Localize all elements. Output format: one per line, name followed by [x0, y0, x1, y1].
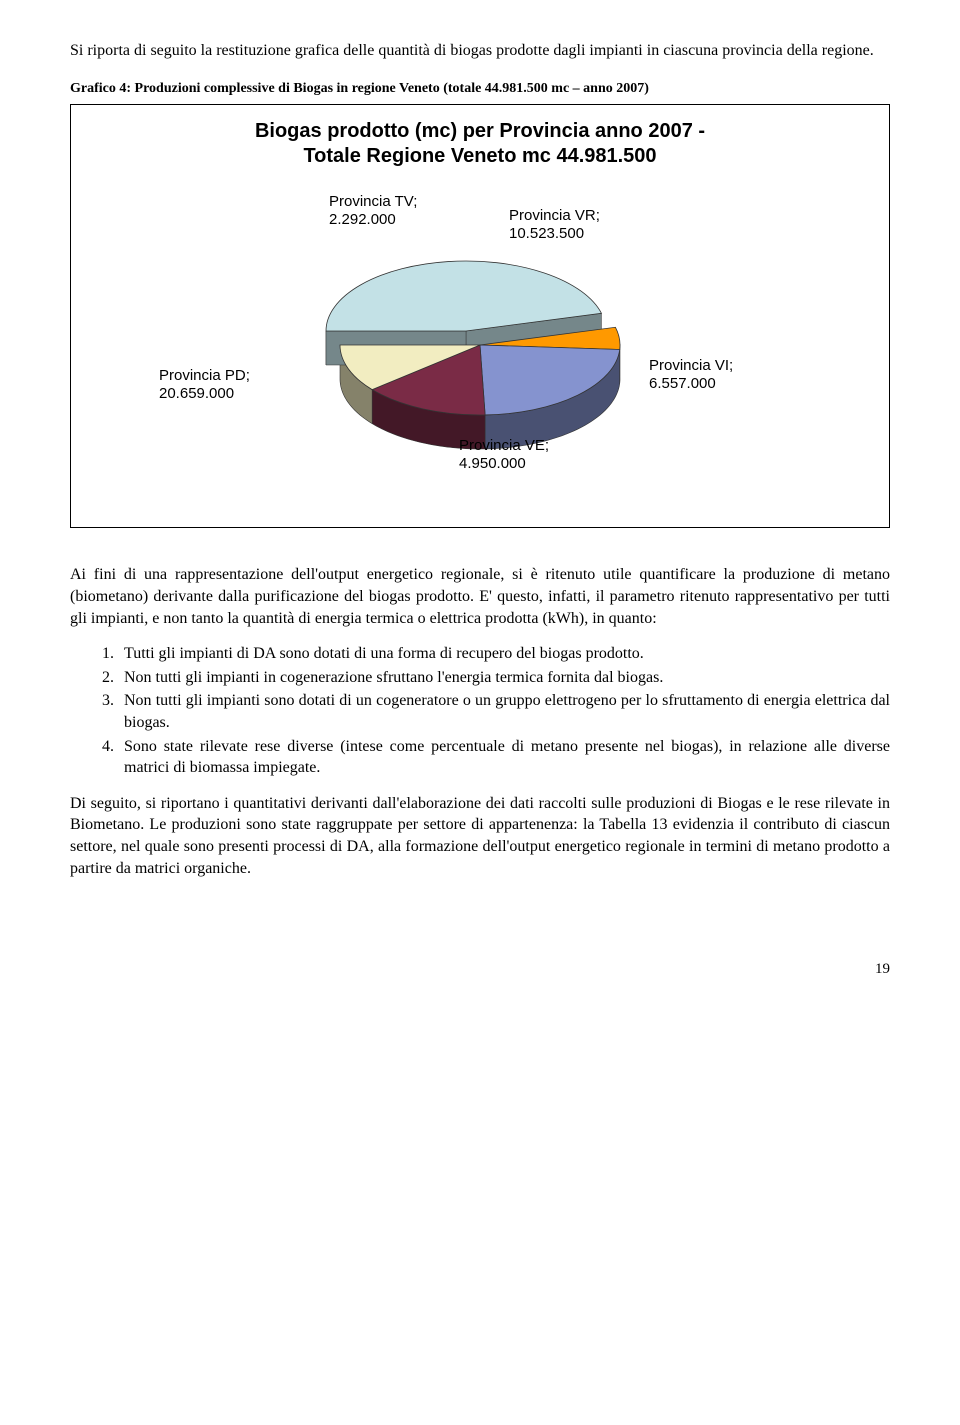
- pie-chart: Provincia TV;2.292.000 Provincia VR;10.52…: [89, 187, 871, 507]
- chart-title-line1: Biogas prodotto (mc) per Provincia anno …: [255, 120, 705, 142]
- intro-paragraph: Si riporta di seguito la restituzione gr…: [70, 40, 890, 62]
- pie-label-ve: Provincia VE;4.950.000: [459, 437, 549, 473]
- chart-caption: Grafico 4: Produzioni complessive di Bio…: [70, 80, 890, 99]
- pie-label-vi: Provincia VI;6.557.000: [649, 357, 733, 393]
- page-number: 19: [70, 959, 890, 979]
- body-paragraph-3: Di seguito, si riportano i quantitativi …: [70, 793, 890, 879]
- reasons-list: Tutti gli impianti di DA sono dotati di …: [70, 643, 890, 779]
- pie-label-vr: Provincia VR;10.523.500: [509, 207, 600, 243]
- pie-label-pd: Provincia PD;20.659.000: [159, 367, 250, 403]
- reason-item-3: Non tutti gli impianti sono dotati di un…: [118, 690, 890, 733]
- reason-item-1: Tutti gli impianti di DA sono dotati di …: [118, 643, 890, 665]
- reason-item-4: Sono state rilevate rese diverse (intese…: [118, 736, 890, 779]
- reason-item-2: Non tutti gli impianti in cogenerazione …: [118, 667, 890, 689]
- body-paragraph-2: Ai fini di una rappresentazione dell'out…: [70, 564, 890, 629]
- chart-title: Biogas prodotto (mc) per Provincia anno …: [89, 119, 871, 169]
- chart-container: Biogas prodotto (mc) per Provincia anno …: [70, 104, 890, 528]
- pie-label-tv: Provincia TV;2.292.000: [329, 193, 417, 229]
- chart-title-line2: Totale Regione Veneto mc 44.981.500: [303, 145, 656, 167]
